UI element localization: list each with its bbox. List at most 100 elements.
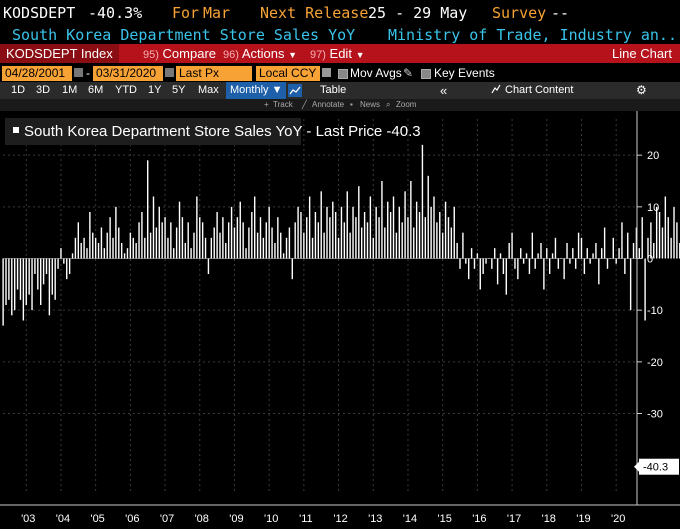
security-header: KODSDEPT -40.3% For Mar Next Release 25 … (0, 0, 680, 26)
line-chart-icon[interactable] (288, 84, 302, 97)
bar (141, 212, 143, 259)
bar (48, 258, 51, 316)
bar (13, 258, 16, 311)
range-max[interactable]: Max (198, 84, 219, 96)
bar (306, 217, 308, 259)
bar (175, 227, 178, 259)
chart-type-label[interactable]: Line Chart (612, 46, 672, 61)
bar (22, 258, 25, 321)
bar (488, 258, 490, 259)
range-5y[interactable]: 5Y (172, 84, 186, 96)
bar (499, 253, 502, 259)
bar (655, 206, 658, 259)
bar (227, 222, 230, 259)
bar (80, 243, 82, 259)
bar (126, 248, 129, 259)
bar (204, 237, 207, 259)
bar (566, 243, 568, 259)
field-select[interactable]: Last Px (176, 66, 252, 81)
bar (225, 243, 227, 259)
annotate-label[interactable]: Annotate (312, 100, 345, 109)
chart-grid (3, 119, 637, 491)
bar (135, 243, 137, 259)
bar (534, 258, 536, 269)
bar (187, 222, 189, 259)
bar (144, 237, 146, 259)
range-bar: 1D 3D 1M 6M YTD 1Y 5Y Max Monthly ▼ Tabl… (0, 82, 680, 99)
key-events-label: Key Events (434, 66, 495, 80)
range-1m[interactable]: 1M (62, 84, 78, 96)
bar (45, 258, 48, 274)
news-label[interactable]: News (360, 100, 381, 109)
bar (89, 212, 91, 259)
bar (551, 253, 554, 259)
bar (239, 201, 241, 259)
bar (601, 248, 603, 259)
bar (398, 206, 400, 259)
range-ytd[interactable]: YTD (115, 84, 137, 96)
x-tick-label: '03 (21, 513, 35, 525)
bar (577, 232, 580, 259)
calendar-icon[interactable] (165, 68, 174, 77)
bar (491, 258, 493, 269)
zoom-icon[interactable]: ⌕ (386, 100, 391, 109)
chevron-down-icon[interactable] (322, 68, 331, 77)
range-6m[interactable]: 6M (88, 84, 104, 96)
pencil-icon[interactable]: ✎ (403, 66, 414, 80)
chevron-down-icon: ▼ (271, 84, 283, 96)
end-date-input[interactable]: 03/31/2020 (93, 66, 163, 81)
bar (606, 258, 609, 269)
bar (254, 196, 256, 259)
range-3d[interactable]: 3D (36, 84, 51, 96)
news-icon[interactable]: ▪ (350, 100, 353, 109)
bar (236, 217, 239, 259)
track-label[interactable]: Track (273, 100, 293, 109)
calendar-icon[interactable] (74, 68, 83, 77)
bar (465, 258, 467, 264)
compare-button[interactable]: 95) Compare (143, 44, 216, 63)
edit-button[interactable]: 97) Edit ▼ (310, 44, 364, 63)
mov-avgs-checkbox[interactable] (338, 69, 348, 79)
chart-content-icon[interactable] (491, 82, 501, 99)
bar (8, 258, 10, 300)
bar (415, 201, 418, 259)
periodicity-select[interactable]: Monthly ▼ (226, 82, 287, 99)
bar (262, 237, 265, 259)
bar (83, 237, 85, 259)
bar (277, 217, 279, 259)
bar (658, 212, 661, 259)
bar (479, 258, 481, 290)
bar (352, 206, 354, 259)
chart-tools: + Track ╱ Annotate ▪ News ⌕ Zoom (0, 99, 680, 111)
bar (661, 227, 664, 259)
bar (644, 258, 646, 321)
key-events-checkbox[interactable] (421, 69, 431, 79)
track-icon[interactable]: + (264, 100, 269, 109)
data-source: Ministry of Trade, Industry an... (388, 26, 680, 44)
chart-content-button[interactable]: Chart Content (505, 84, 574, 96)
bar (418, 212, 421, 259)
annotate-icon[interactable]: ╱ (302, 100, 307, 109)
collapse-icon[interactable]: « (440, 83, 448, 98)
currency-select[interactable]: Local CCY (256, 66, 320, 81)
x-tick-label: '07 (160, 513, 174, 525)
table-button[interactable]: Table (320, 84, 347, 96)
bar (453, 206, 455, 259)
start-date-input[interactable]: 04/28/2001 (2, 66, 72, 81)
y-tick-label: 10 (647, 202, 659, 214)
range-1y[interactable]: 1Y (148, 84, 162, 96)
bar (444, 201, 447, 259)
index-label[interactable]: KODSDEPT Index (0, 44, 119, 63)
zoom-label[interactable]: Zoom (396, 100, 417, 109)
x-tick-label: '16 (472, 513, 486, 525)
bar (216, 212, 218, 259)
y-axis: 20 10 0 -10 -20 -30 -40.3 (634, 111, 679, 505)
x-tick-label: '14 (403, 513, 417, 525)
bar (363, 212, 366, 259)
range-1d[interactable]: 1D (11, 84, 26, 96)
x-tick-label: '09 (229, 513, 243, 525)
actions-button[interactable]: 96) Actions ▼ (223, 44, 297, 63)
bar (288, 227, 291, 259)
gear-icon[interactable]: ⚙ (636, 83, 647, 97)
